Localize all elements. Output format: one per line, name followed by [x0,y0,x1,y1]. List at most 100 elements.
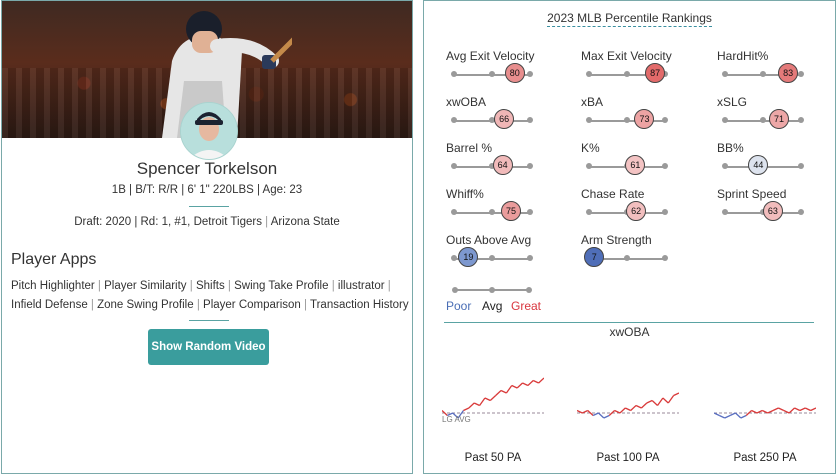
track-tick [489,255,495,261]
metric-xslg: xSLG 71 [717,95,827,137]
xwoba-line-segment [799,407,806,412]
xwoba-line-segment [484,397,491,402]
metric-k: K% 61 [581,141,691,183]
metric-label: xwOBA [446,95,487,109]
track-tick [489,163,495,169]
track-tick [722,209,728,215]
track-tick [722,117,728,123]
track-tick [586,163,592,169]
track-tick [527,163,533,169]
app-link-infield-defense[interactable]: Infield Defense [11,299,88,311]
divider [189,206,229,207]
xwoba-line-segment [463,407,470,412]
xwoba-line-segment [667,395,675,404]
metric-label: Chase Rate [581,187,645,201]
xwoba-line-segment [804,407,811,412]
xwoba-line-segment [468,402,475,409]
xwoba-line-segment [587,410,594,416]
track-tick [451,255,457,261]
percentile-bubble[interactable]: 19 [458,247,479,267]
percentile-bubble[interactable]: 80 [504,63,525,83]
lg-avg-label: LG AVG [442,415,471,424]
track-tick [722,71,728,77]
track-tick [451,163,457,169]
legend-poor: Poor [446,299,472,313]
xwoba-line-segment [582,409,589,414]
xwoba-line-segment [527,380,534,386]
xwoba-line-segment [751,409,758,414]
legend-great: Great [511,299,542,313]
draft-text: Draft: 2020 | Rd: 1, #1, Detroit Tigers [74,216,262,228]
percentile-bubble[interactable]: 62 [626,201,647,221]
app-link-zone-swing-profile[interactable]: Zone Swing Profile [97,299,194,311]
app-link-illustrator[interactable]: illustrator [337,280,385,292]
metric-label: xBA [581,95,604,109]
xwoba-line-segment [577,409,583,414]
percentile-bubble[interactable]: 75 [501,201,521,221]
percentile-bubble[interactable]: 66 [494,109,515,129]
metric-xwoba: xwOBA 66 [446,95,556,137]
metric-label: Outs Above Avg [446,233,532,247]
rankings-title-text[interactable]: 2023 MLB Percentile Rankings [547,11,712,27]
app-link-player-comparison[interactable]: Player Comparison [203,299,301,311]
metric-whiff: Whiff% 75 [446,187,556,229]
xwoba-line-segment [522,382,529,387]
metric-label: Arm Strength [581,233,652,247]
track-tick [527,117,533,123]
xwoba-line-segment [630,405,637,411]
percentile-bubble[interactable]: 71 [768,109,789,129]
xwoba-line-segment [516,382,523,389]
percentile-bubble[interactable]: 63 [762,201,783,221]
xwoba-line-segment [762,409,768,414]
batter-illustration [162,11,292,138]
xwoba-line-segment [603,414,610,419]
xwoba-line-segment [592,412,599,417]
metric-max-exit-velocity: Max Exit Velocity 87 [581,49,691,91]
metric-label: HardHit% [717,49,769,63]
xwoba-line-segment [473,402,480,407]
app-link-player-similarity[interactable]: Player Similarity [104,280,187,292]
track-tick [624,255,630,261]
track-tick [527,209,533,215]
track-tick [451,71,457,77]
track-tick [760,117,766,123]
show-random-video-button[interactable]: Show Random Video [148,329,269,365]
xwoba-line-segment [767,409,774,414]
xwoba-line-segment [511,384,518,389]
percentile-bubble[interactable]: 83 [778,63,799,83]
xwoba-line-segment [810,407,816,412]
section-divider [444,322,814,323]
percentile-bubble[interactable]: 44 [748,155,769,175]
app-link-transaction-history[interactable]: Transaction History [310,299,409,311]
school-text: Arizona State [270,216,340,228]
player-draft-info: Draft: 2020 | Rd: 1, #1, Detroit Tigers … [74,216,340,228]
track-tick [760,71,766,77]
xwoba-line-segment [662,397,669,404]
percentile-bubble[interactable]: 61 [625,155,646,175]
window-label-50: Past 50 PA [464,452,522,464]
track-tick [586,117,592,123]
metric-chase-rate: Chase Rate 62 [581,187,691,229]
metric-hardhit: HardHit% 83 [717,49,827,91]
percentile-bubble[interactable]: 73 [634,109,655,129]
track-tick [489,117,495,123]
player-apps-heading: Player Apps [11,251,97,268]
xwoba-line-segment [532,379,539,384]
percentile-bubble[interactable]: 7 [584,247,605,267]
app-link-pitch-highlighter[interactable]: Pitch Highlighter [11,280,95,292]
metric-outs-above-avg: Outs Above Avg 19 [446,233,556,275]
xwoba-line-segment [452,412,459,419]
metric-label: Sprint Speed [717,187,787,201]
player-card: Spencer Torkelson 1B | B/T: R/R | 6' 1" … [1,0,413,474]
metric-bb: BB% 44 [717,141,827,183]
app-link-swing-take-profile[interactable]: Swing Take Profile [234,280,329,292]
percentile-bubble[interactable]: 87 [645,63,666,83]
percentile-bubble[interactable]: 64 [492,155,513,175]
track-tick [798,163,804,169]
xwoba-line-segment [745,410,753,416]
xwoba-line-segment [505,385,513,394]
xwoba-line-segment [651,400,658,406]
percentile-rankings-card: 2023 MLB Percentile Rankings Avg Exit Ve… [423,0,836,474]
app-link-shifts[interactable]: Shifts [195,280,225,292]
track-tick [489,71,495,77]
